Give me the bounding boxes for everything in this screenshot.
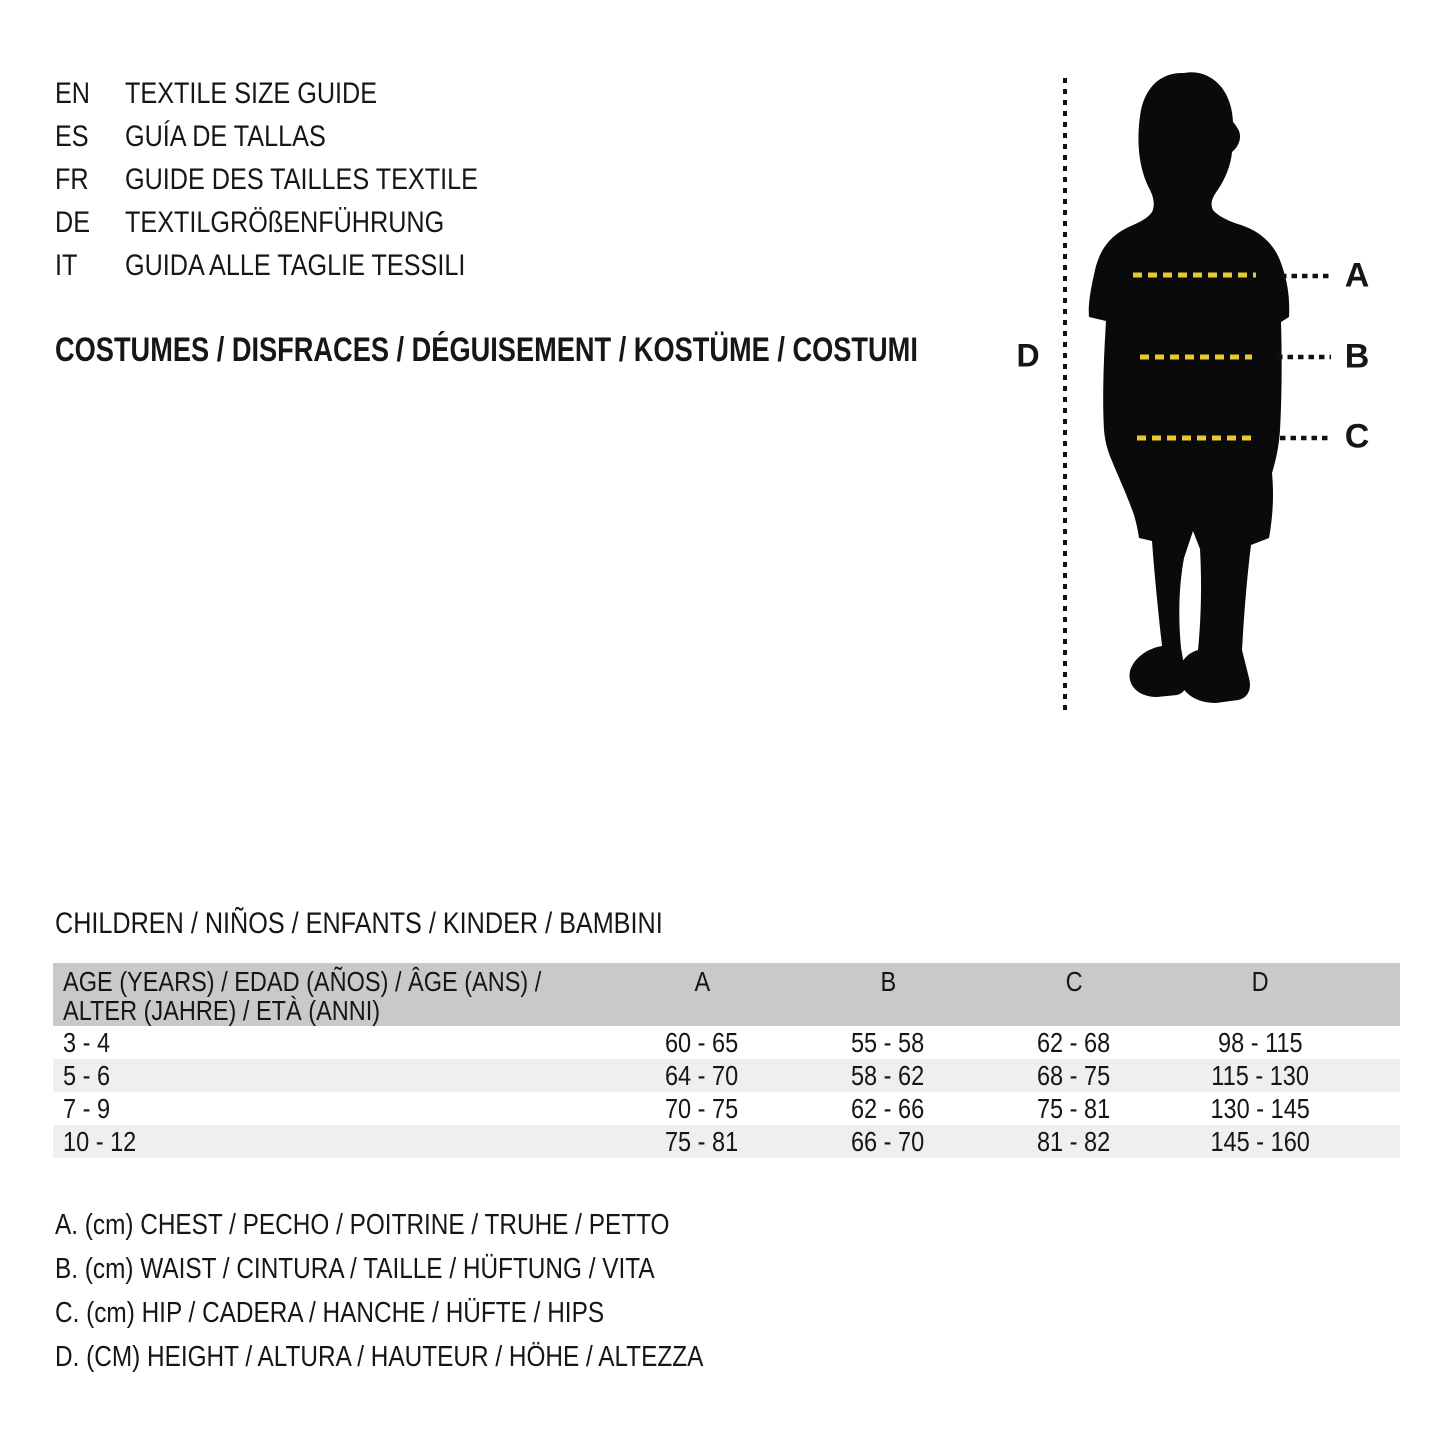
table-header: AGE (YEARS) / EDAD (AÑOS) / ÂGE (ANS) / … bbox=[53, 963, 1400, 1026]
language-row-en: EN TEXTILE SIZE GUIDE bbox=[55, 72, 545, 115]
hip-cell: 62 - 68 bbox=[1037, 1026, 1111, 1058]
category-title: COSTUMES / DISFRACES / DÉGUISEMENT / KOS… bbox=[55, 331, 918, 369]
legend-item-height: D. (CM) HEIGHT / ALTURA / HAUTEUR / HÖHE… bbox=[55, 1340, 704, 1373]
language-code: IT bbox=[55, 248, 78, 282]
age-cell: 5 - 6 bbox=[63, 1059, 111, 1091]
language-title: GUIDE DES TAILLES TEXTILE bbox=[125, 162, 478, 196]
hip-cell: 68 - 75 bbox=[1037, 1059, 1111, 1091]
chest-cell: 75 - 81 bbox=[665, 1125, 739, 1157]
column-header-b: B bbox=[880, 966, 896, 997]
column-header-c: C bbox=[1065, 966, 1083, 997]
waist-cell: 55 - 58 bbox=[851, 1026, 925, 1058]
language-code: DE bbox=[55, 205, 91, 239]
height-cell: 98 - 115 bbox=[1217, 1026, 1303, 1058]
age-column-header: AGE (YEARS) / EDAD (AÑOS) / ÂGE (ANS) / … bbox=[63, 966, 542, 1026]
language-title: GUIDA ALLE TAGLIE TESSILI bbox=[125, 248, 466, 282]
table-row-age-10-12: 10 - 12 75 - 81 66 - 70 81 - 82 145 - 16… bbox=[53, 1125, 1400, 1158]
language-list: EN TEXTILE SIZE GUIDE ES GUÍA DE TALLAS … bbox=[55, 72, 545, 287]
language-row-fr: FR GUIDE DES TAILLES TEXTILE bbox=[55, 158, 545, 201]
table-row-age-5-6: 5 - 6 64 - 70 58 - 62 68 - 75 115 - 130 bbox=[53, 1059, 1400, 1092]
section-title-children: CHILDREN / NIÑOS / ENFANTS / KINDER / BA… bbox=[55, 907, 663, 940]
age-cell: 10 - 12 bbox=[63, 1125, 137, 1157]
figure-label-b: B bbox=[1344, 337, 1370, 376]
waist-cell: 58 - 62 bbox=[851, 1059, 925, 1091]
size-table: AGE (YEARS) / EDAD (AÑOS) / ÂGE (ANS) / … bbox=[53, 963, 1400, 1158]
figure-label-c: C bbox=[1344, 417, 1370, 456]
height-cell: 115 - 130 bbox=[1211, 1059, 1309, 1091]
chest-cell: 64 - 70 bbox=[665, 1059, 739, 1091]
language-row-it: IT GUIDA ALLE TAGLIE TESSILI bbox=[55, 244, 545, 287]
figure-label-d: D bbox=[1016, 337, 1040, 374]
age-cell: 7 - 9 bbox=[63, 1092, 111, 1124]
hip-cell: 81 - 82 bbox=[1037, 1125, 1111, 1157]
column-header-d: D bbox=[1251, 966, 1269, 997]
waist-cell: 66 - 70 bbox=[851, 1125, 925, 1157]
language-title: GUÍA DE TALLAS bbox=[125, 119, 326, 153]
language-title: TEXTILE SIZE GUIDE bbox=[125, 76, 378, 110]
waist-cell: 62 - 66 bbox=[851, 1092, 925, 1124]
table-row-age-7-9: 7 - 9 70 - 75 62 - 66 75 - 81 130 - 145 bbox=[53, 1092, 1400, 1125]
language-code: ES bbox=[55, 119, 89, 153]
legend-item-hip: C. (cm) HIP / CADERA / HANCHE / HÜFTE / … bbox=[55, 1296, 605, 1329]
language-row-es: ES GUÍA DE TALLAS bbox=[55, 115, 545, 158]
chest-cell: 60 - 65 bbox=[665, 1026, 739, 1058]
table-row-age-3-4: 3 - 4 60 - 65 55 - 58 62 - 68 98 - 115 bbox=[53, 1026, 1400, 1059]
chest-cell: 70 - 75 bbox=[665, 1092, 739, 1124]
legend-item-waist: B. (cm) WAIST / CINTURA / TAILLE / HÜFTU… bbox=[55, 1252, 655, 1285]
size-figure bbox=[1063, 72, 1333, 716]
language-title: TEXTILGRÖßENFÜHRUNG bbox=[125, 205, 445, 239]
height-cell: 145 - 160 bbox=[1210, 1125, 1310, 1157]
child-silhouette-icon bbox=[1088, 72, 1290, 703]
measurement-legend: A. (cm) CHEST / PECHO / POITRINE / TRUHE… bbox=[55, 1203, 827, 1379]
figure-label-a: A bbox=[1344, 256, 1370, 295]
language-code: FR bbox=[55, 162, 89, 196]
language-code: EN bbox=[55, 76, 91, 110]
column-header-a: A bbox=[694, 966, 710, 997]
language-row-de: DE TEXTILGRÖßENFÜHRUNG bbox=[55, 201, 545, 244]
age-cell: 3 - 4 bbox=[63, 1026, 111, 1058]
hip-cell: 75 - 81 bbox=[1037, 1092, 1111, 1124]
height-cell: 130 - 145 bbox=[1210, 1092, 1310, 1124]
legend-item-chest: A. (cm) CHEST / PECHO / POITRINE / TRUHE… bbox=[55, 1208, 670, 1241]
